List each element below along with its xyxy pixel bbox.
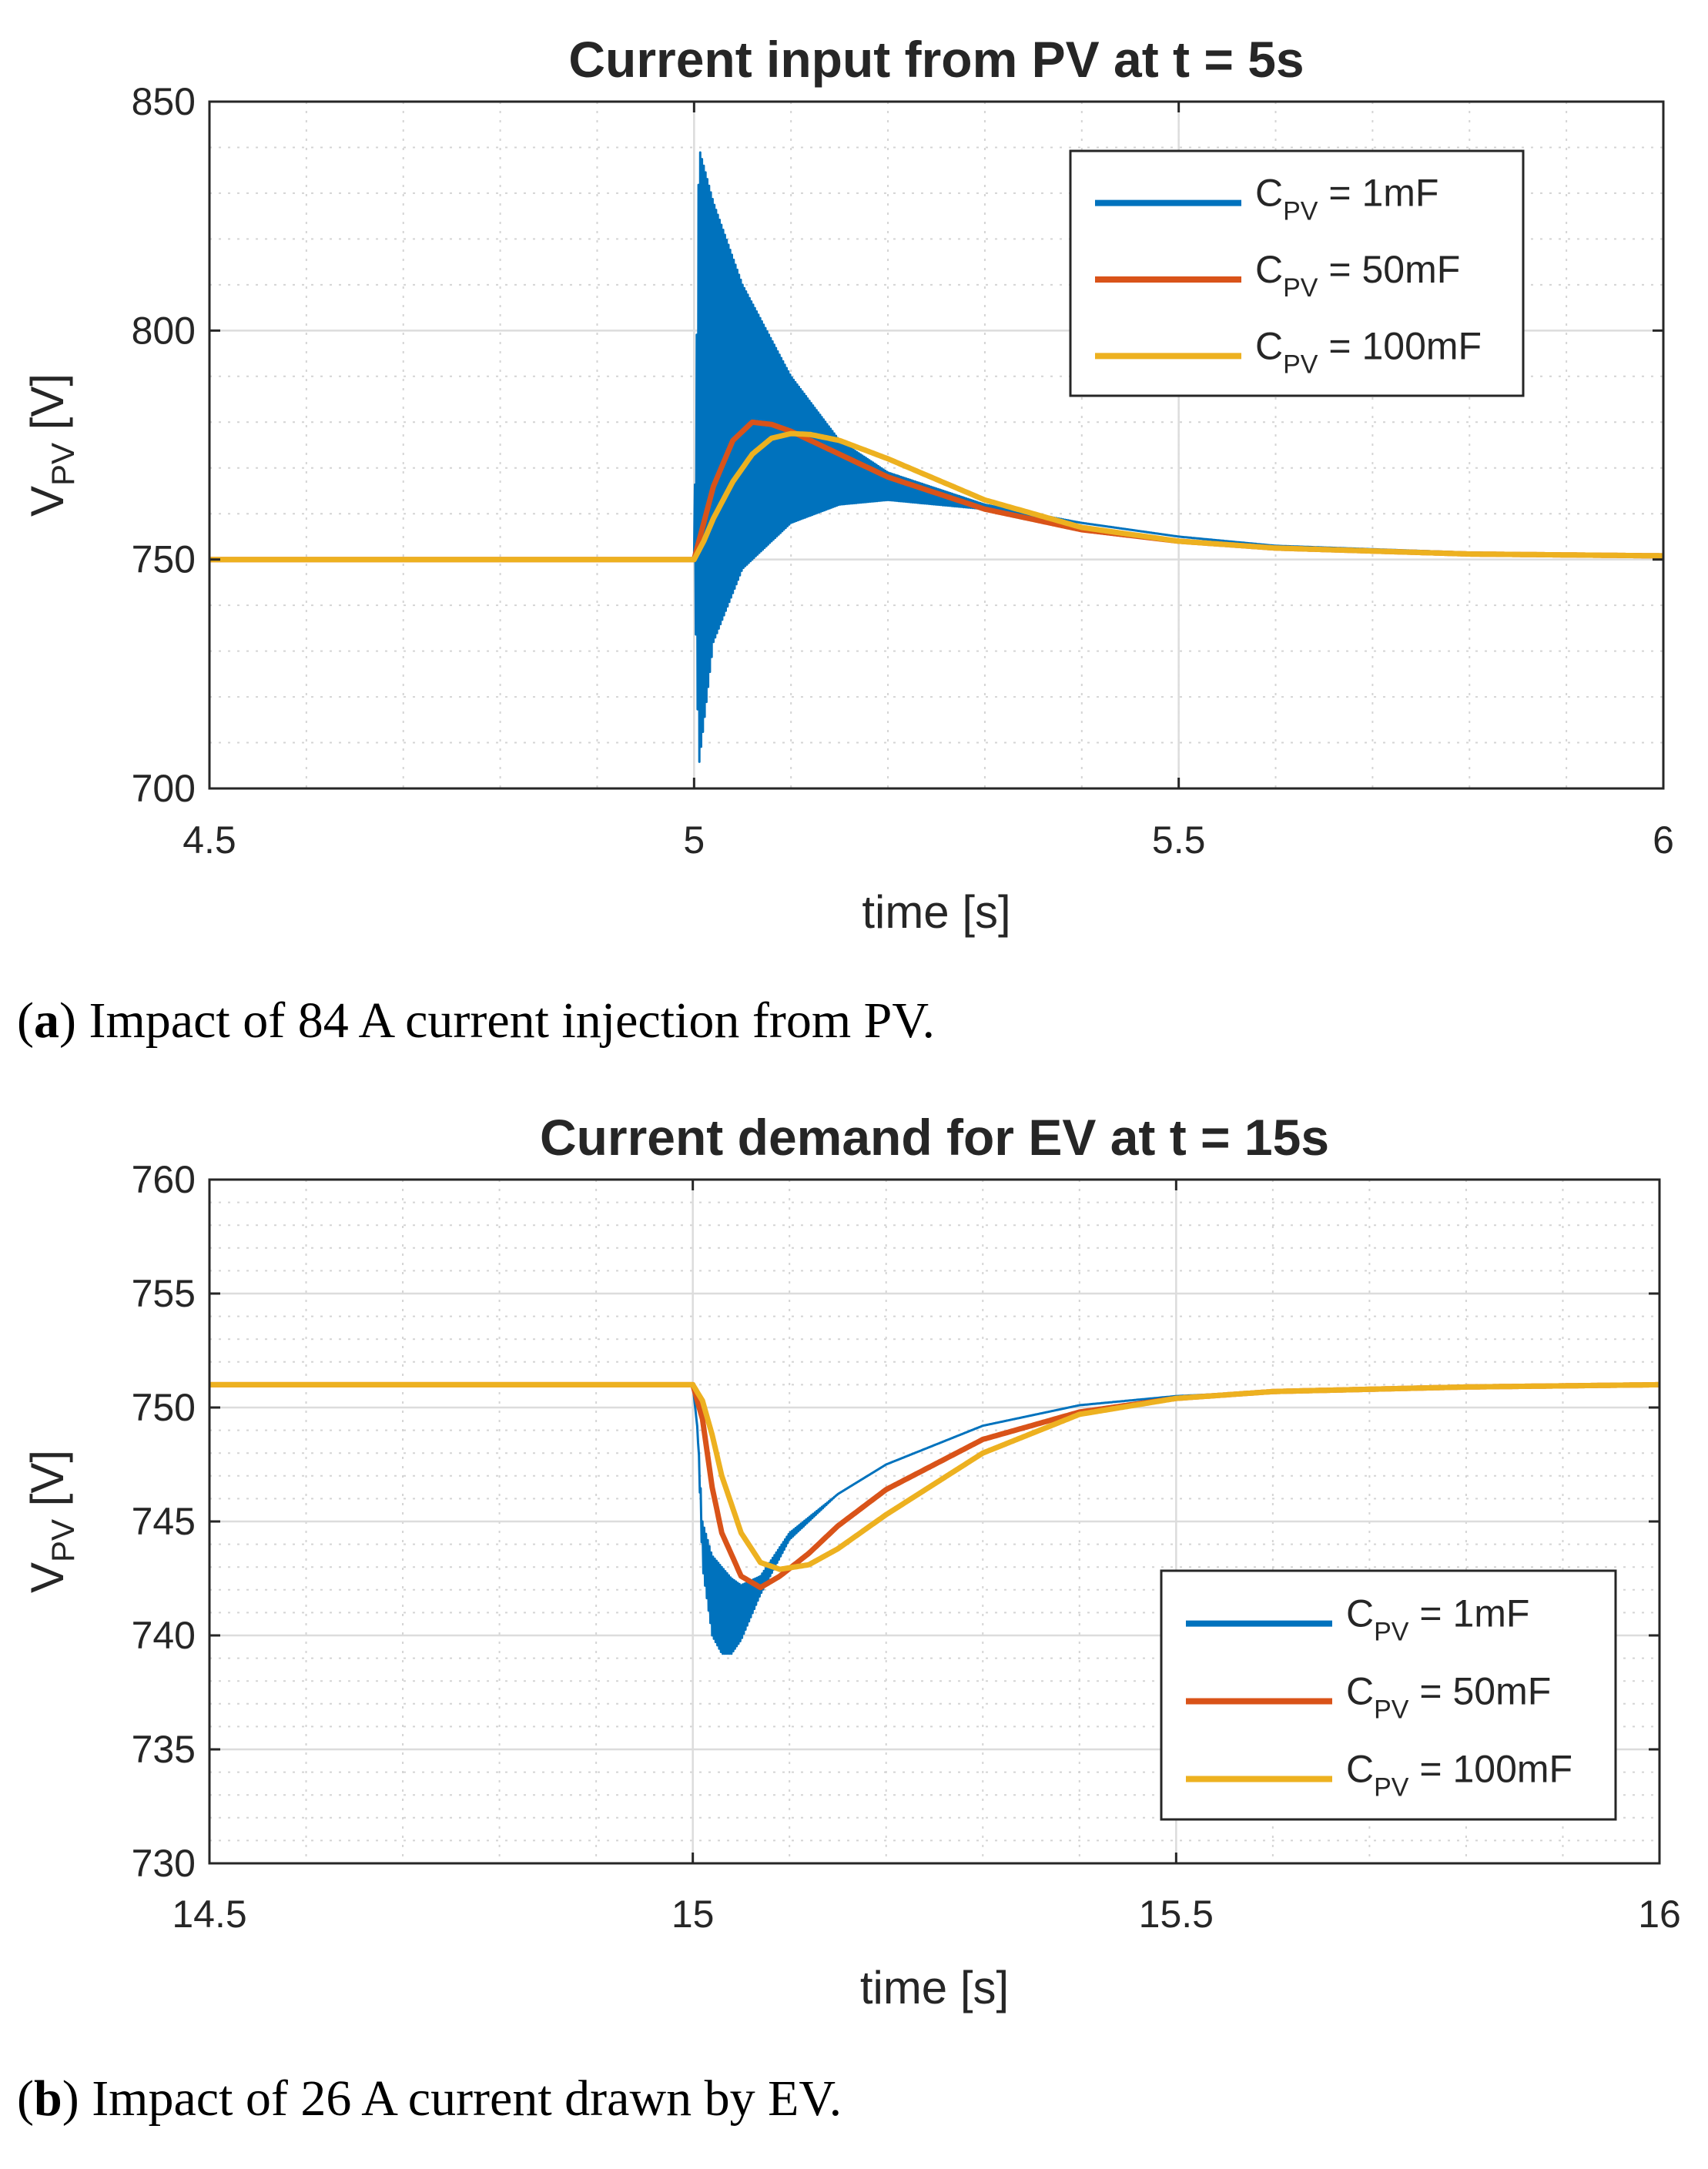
legend-entry-label: CPV = 50mF: [1346, 1670, 1551, 1725]
x-tick-label: 14.5: [172, 1893, 246, 1936]
x-tick-label: 6: [1653, 818, 1674, 862]
series-100mf-line: [209, 430, 1663, 563]
x-tick-label: 4.5: [183, 818, 236, 862]
caption-a: (a) Impact of 84 A current injection fro…: [17, 992, 936, 1049]
legend-entry-main: C: [1346, 1747, 1374, 1790]
y-tick-label: 750: [132, 538, 196, 581]
x-tick-label: 16: [1638, 1893, 1681, 1936]
axes-box: [208, 100, 1665, 790]
legend-entry-sub: PV: [1283, 197, 1318, 226]
legend-entry-main: C: [1346, 1592, 1374, 1635]
legend-entry-main: C: [1255, 248, 1283, 291]
legend-entry-main: C: [1255, 172, 1283, 215]
y-axis-label-sub: PV: [45, 1519, 81, 1562]
x-tick-label: 15.5: [1139, 1893, 1214, 1936]
legend-entry-main: C: [1255, 324, 1283, 367]
y-axis-label: VPV [V]: [22, 1450, 81, 1593]
y-tick-label: 730: [132, 1842, 196, 1885]
y-tick-label: 700: [132, 767, 196, 810]
y-axis-label-unit: [V]: [22, 373, 73, 443]
y-tick-label: 745: [132, 1500, 196, 1543]
legend-entry-sub: PV: [1374, 1618, 1409, 1647]
legend-entry-sub: PV: [1283, 273, 1318, 303]
legend-entry-rest: = 50mF: [1408, 1670, 1551, 1713]
legend-entry-sub: PV: [1283, 350, 1318, 379]
legend-entry-label: CPV = 1mF: [1255, 172, 1438, 226]
y-axis-label-main: V: [22, 1562, 73, 1593]
y-tick-label: 850: [132, 80, 196, 123]
y-tick-label: 740: [132, 1614, 196, 1657]
legend-entry-label: CPV = 100mF: [1346, 1747, 1572, 1802]
legend-entry-label: CPV = 1mF: [1346, 1592, 1529, 1647]
y-axis-label-unit: [V]: [22, 1450, 73, 1519]
chart-title: Current demand for EV at t = 15s: [540, 1109, 1329, 1166]
x-axis-label: time [s]: [862, 886, 1010, 938]
y-tick-label: 750: [132, 1386, 196, 1429]
legend-entry-main: C: [1346, 1670, 1374, 1713]
legend-entry-rest: = 100mF: [1318, 324, 1482, 367]
caption-b: (b) Impact of 26 A current drawn by EV.: [17, 2070, 842, 2127]
chart-title: Current input from PV at t = 5s: [568, 31, 1304, 88]
legend-entry-label: CPV = 50mF: [1255, 248, 1460, 303]
legend-entry-label: CPV = 100mF: [1255, 324, 1482, 379]
y-tick-label: 800: [132, 309, 196, 352]
x-tick-label: 5.5: [1152, 818, 1206, 862]
x-axis-label: time [s]: [860, 1962, 1009, 2013]
legend-entry-sub: PV: [1374, 1772, 1409, 1802]
y-axis-label-main: V: [22, 486, 73, 517]
chart-1: 4.5 5 5.5 6 700 750 800 850 Current input from P…: [22, 31, 1674, 938]
legend-entry-sub: PV: [1374, 1695, 1409, 1725]
y-axis-label-sub: PV: [45, 443, 81, 486]
legend-entry-rest: = 100mF: [1408, 1747, 1572, 1790]
y-tick-label: 735: [132, 1728, 196, 1771]
x-tick-label: 15: [671, 1893, 715, 1936]
y-axis-label: VPV [V]: [22, 373, 81, 517]
series-100mf-line: [209, 1381, 1659, 1572]
legend-entry-rest: = 1mF: [1408, 1592, 1529, 1635]
y-tick-label: 760: [132, 1158, 196, 1201]
chart-2: 14.5 15 15.5 16 730 735 740 745 750 755 760 Current…: [22, 1109, 1681, 2013]
legend-entry-rest: = 1mF: [1318, 172, 1438, 215]
x-tick-label: 5: [683, 818, 705, 862]
y-tick-label: 755: [132, 1272, 196, 1315]
legend-entry-rest: = 50mF: [1318, 248, 1460, 291]
